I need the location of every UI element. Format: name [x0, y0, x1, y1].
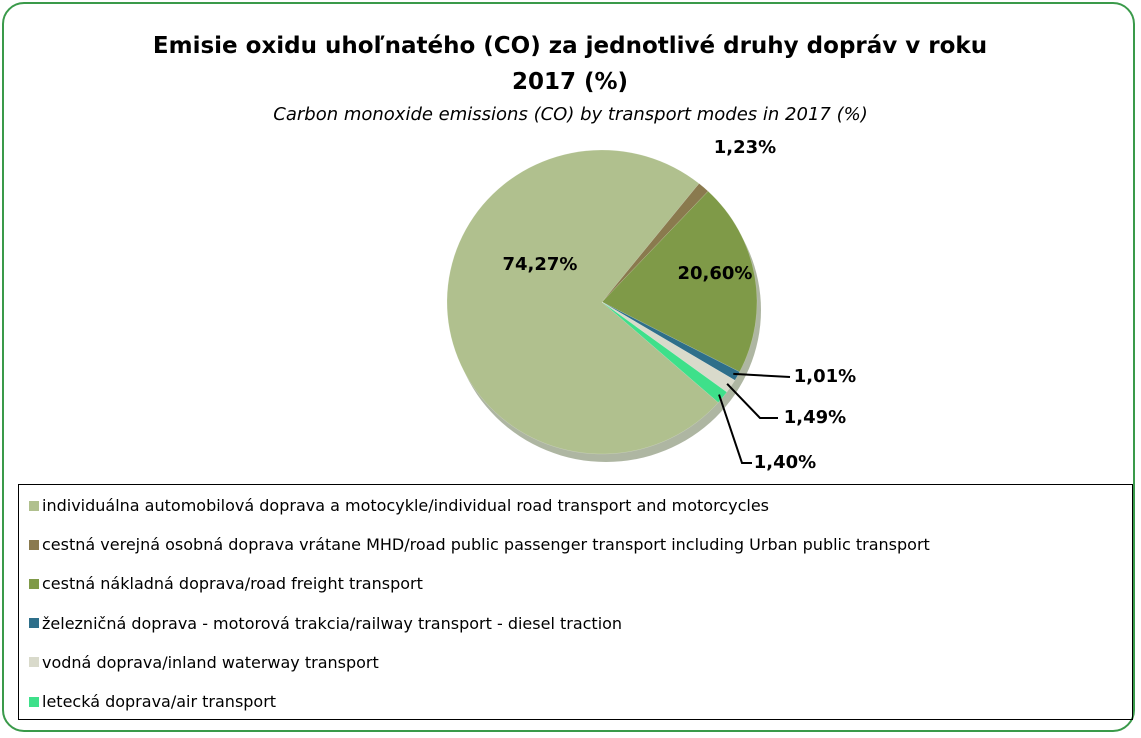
legend-label: železničná doprava - motorová trakcia/ra… [42, 613, 623, 633]
pie-slice [446, 149, 719, 455]
leader-line [733, 372, 791, 378]
legend-label: cestná nákladná doprava/road freight tra… [42, 574, 423, 594]
pie-slice [601, 190, 758, 373]
legend-label: letecká doprava/air transport [42, 692, 277, 711]
legend-swatch [29, 657, 39, 668]
pie-slice [601, 301, 736, 393]
legend-swatch [29, 696, 39, 707]
legend: individuálna automobilová doprava a moto… [18, 484, 1133, 720]
legend-item: železničná doprava - motorová trakcia/ra… [29, 614, 622, 633]
legend-swatch [29, 618, 39, 629]
legend-swatch [29, 578, 39, 589]
legend-item: letecká doprava/air transport [29, 692, 276, 711]
pie-slice [601, 301, 741, 381]
legend-item: cestná nákladná doprava/road freight tra… [29, 574, 423, 593]
chart-title: Emisie oxidu uhoľnatého (CO) za jednotli… [152, 33, 988, 95]
legend-label: cestná verejná osobná doprava vrátane MH… [42, 535, 930, 555]
legend-label: individuálna automobilová doprava a moto… [42, 496, 769, 515]
data-label: 74,27% [503, 254, 578, 275]
leader-line [718, 394, 752, 464]
leader-line [726, 383, 778, 419]
data-label: 1,23% [714, 137, 776, 158]
data-label: 1,40% [754, 452, 816, 473]
chart-subtitle: Carbon monoxide emissions (CO) by transp… [273, 104, 868, 125]
legend-item: cestná verejná osobná doprava vrátane MH… [29, 535, 930, 554]
data-label: 1,01% [794, 366, 856, 387]
legend-swatch [29, 500, 39, 511]
data-label: 20,60% [678, 263, 753, 284]
legend-label: vodná doprava/inland waterway transport [42, 652, 379, 672]
legend-swatch [29, 539, 39, 550]
data-label: 1,49% [784, 407, 846, 428]
pie-slice [601, 301, 728, 403]
legend-item: individuálna automobilová doprava a moto… [29, 496, 769, 515]
pie-slice [601, 183, 709, 303]
legend-item: vodná doprava/inland waterway transport [29, 653, 379, 672]
